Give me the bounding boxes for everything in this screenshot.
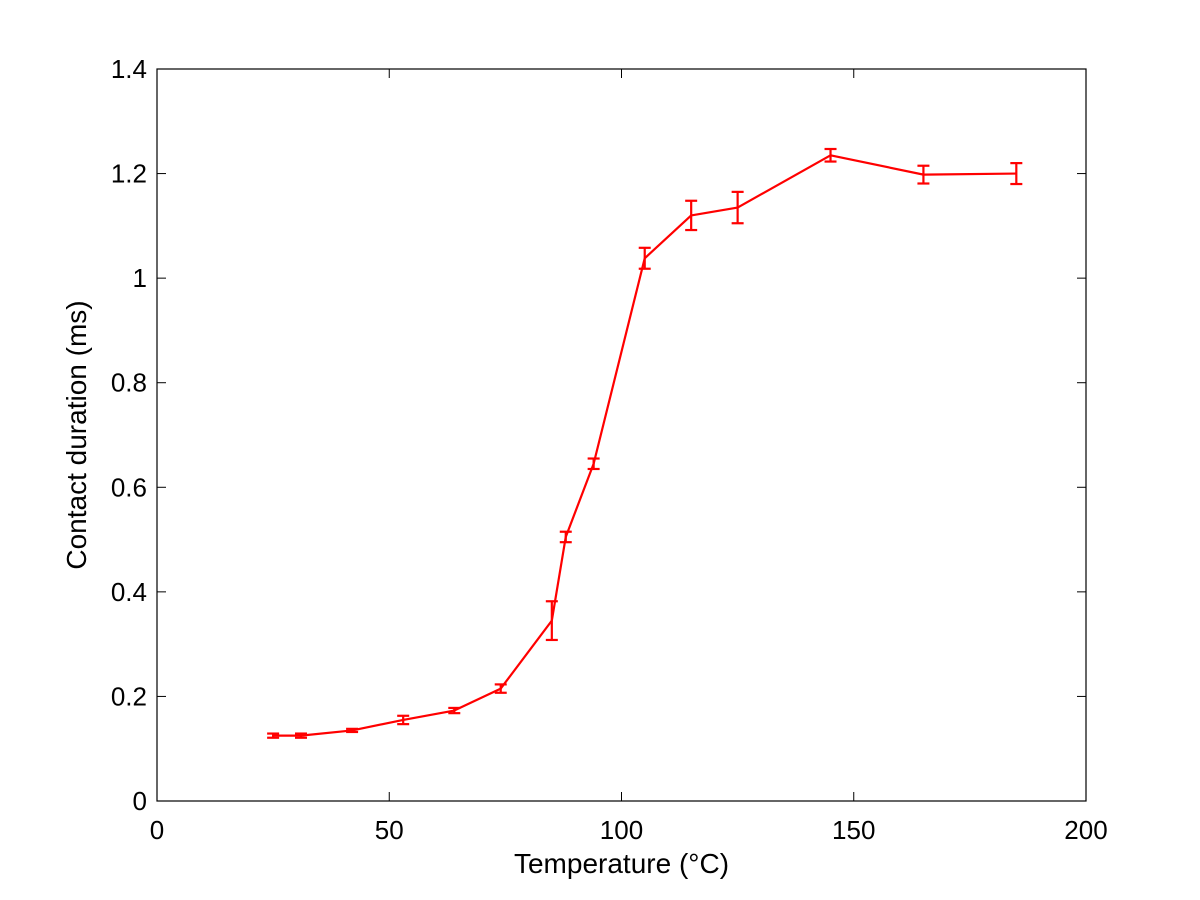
x-tick-label: 150 (832, 815, 875, 845)
error-bar (638, 246, 651, 270)
y-tick-label: 0.4 (111, 577, 147, 607)
y-tick-label: 1 (133, 263, 147, 293)
error-bar (545, 600, 558, 642)
error-bar (294, 732, 307, 739)
error-bar (1010, 162, 1023, 186)
x-tick-label: 200 (1064, 815, 1107, 845)
error-bar (267, 732, 280, 739)
x-axis-title: Temperature (°C) (514, 848, 729, 879)
x-tick-label: 100 (600, 815, 643, 845)
error-bar (587, 457, 600, 471)
x-tick-label: 0 (150, 815, 164, 845)
error-bar (559, 530, 572, 544)
error-bar (731, 190, 744, 225)
axis-ticks: 0 50 100 150 200 0 0.2 0.4 0.6 0.8 1 1.2 1.4 (111, 54, 1108, 845)
plot-area (156, 68, 1087, 802)
y-tick-label: 0.8 (111, 368, 147, 398)
y-tick-label: 0.2 (111, 681, 147, 711)
error-bar (346, 727, 359, 734)
error-bar (448, 706, 461, 715)
y-axis-title: Contact duration (ms) (61, 300, 92, 569)
y-tick-label: 0 (133, 786, 147, 816)
y-tick-label: 1.4 (111, 54, 147, 84)
y-tick-label: 1.2 (111, 159, 147, 189)
error-bar (397, 714, 410, 726)
series-layer (267, 147, 1023, 739)
error-bar (917, 164, 930, 185)
error-bar (824, 147, 837, 163)
error-bar (494, 683, 507, 694)
y-tick-label: 0.6 (111, 472, 147, 502)
x-tick-label: 50 (375, 815, 404, 845)
error-bar (685, 199, 698, 232)
